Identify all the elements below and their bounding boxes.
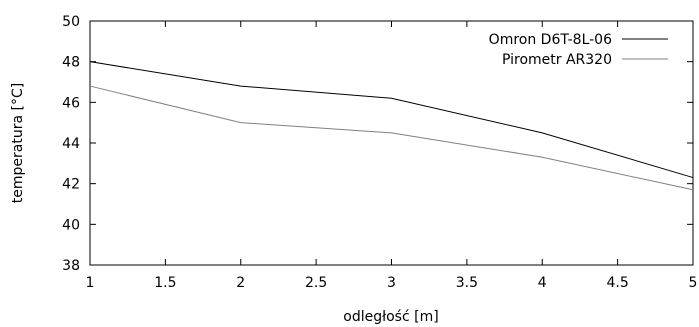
series-lines	[89, 61, 694, 191]
x-tick-label: 2	[236, 275, 245, 291]
x-tick-label: 2.5	[305, 275, 327, 291]
x-axis-label: odległość [m]	[343, 309, 438, 325]
y-tick-label: 44	[62, 136, 80, 152]
legend: Omron D6T-8L-06 Pirometr AR320	[489, 32, 668, 68]
x-axis: 1 1.5 2 2.5 3 3.5 4 4.5 5	[86, 21, 698, 291]
y-tick-label: 40	[62, 217, 80, 233]
y-tick-label: 50	[62, 14, 80, 30]
y-tick-label: 38	[62, 258, 80, 274]
legend-label: Omron D6T-8L-06	[489, 32, 612, 48]
series-line-1	[89, 61, 694, 179]
y-axis: 38 40 42 44 46 48 50	[62, 14, 693, 274]
x-tick-label: 5	[689, 275, 698, 291]
x-tick-label: 4	[538, 275, 547, 291]
y-axis-label: temperatura [°C]	[10, 83, 26, 203]
y-tick-label: 48	[62, 55, 80, 71]
x-tick-label: 3	[387, 275, 396, 291]
x-tick-label: 1.5	[154, 275, 176, 291]
y-tick-label: 46	[62, 95, 80, 111]
x-tick-label: 3.5	[456, 275, 478, 291]
x-tick-label: 4.5	[606, 275, 628, 291]
x-tick-label: 1	[86, 275, 95, 291]
legend-label: Pirometr AR320	[502, 52, 612, 68]
series-line-2	[89, 85, 694, 191]
y-tick-label: 42	[62, 177, 80, 193]
